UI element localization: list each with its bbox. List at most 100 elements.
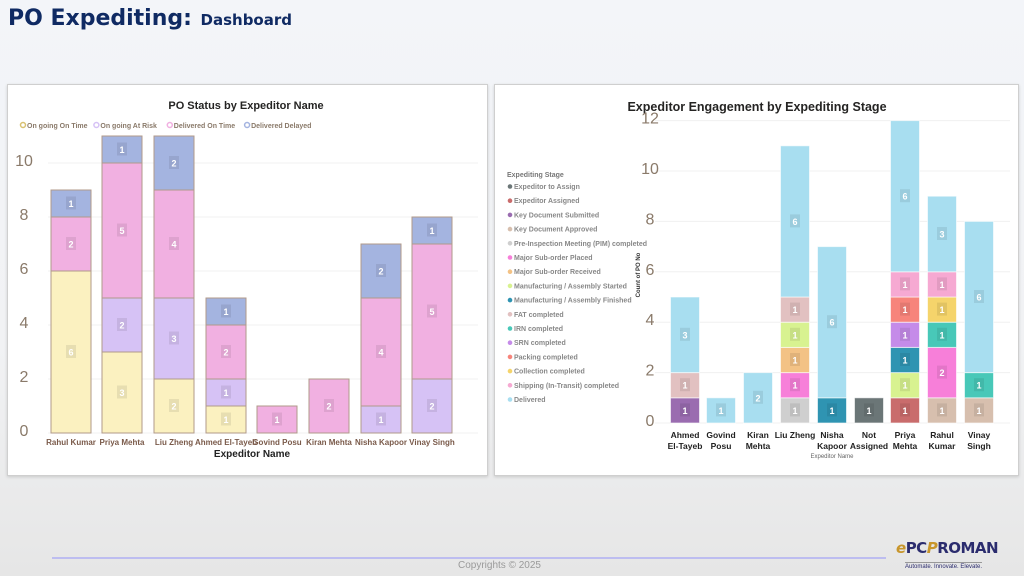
- bar-segment: [153, 189, 195, 299]
- bar-segment: [780, 296, 810, 323]
- legend-title: Expediting Stage: [507, 172, 564, 179]
- data-label-bg: [790, 403, 800, 417]
- x-tick-label: Govind: [706, 430, 735, 440]
- legend-marker-icon: [507, 241, 513, 246]
- bar-segment: [743, 372, 773, 424]
- data-label: 3: [939, 230, 944, 240]
- data-label: 4: [378, 348, 383, 358]
- bar-segment: [50, 189, 92, 218]
- bar-segment: [927, 346, 957, 399]
- data-label-bg: [221, 345, 231, 358]
- x-axis-label: Expeditor Name: [810, 454, 854, 460]
- data-label: 2: [326, 402, 331, 412]
- data-label: 2: [68, 240, 73, 250]
- legend-marker-icon: [166, 121, 174, 129]
- data-label: 1: [274, 415, 279, 425]
- data-label-bg: [900, 353, 910, 366]
- y-tick-label: 10: [15, 153, 33, 170]
- x-tick-label: Nisha: [820, 430, 843, 440]
- x-tick-label: Vinay Singh: [409, 438, 455, 447]
- legend-marker-icon: [507, 198, 513, 203]
- data-label-bg: [376, 264, 386, 277]
- chart-title: PO Status by Expeditor Name: [168, 100, 323, 112]
- x-tick-label: Singh: [967, 441, 991, 451]
- legend-item: Major Sub-order Placed: [514, 255, 593, 262]
- data-label-bg: [974, 403, 984, 417]
- data-label: 5: [429, 307, 434, 317]
- y-tick-label: 2: [20, 369, 29, 386]
- data-label-bg: [716, 403, 726, 417]
- data-label-bg: [900, 277, 910, 291]
- data-label: 1: [939, 305, 944, 315]
- x-axis-label: Expeditor Name: [214, 449, 291, 460]
- copyright: Copyrights © 2025: [458, 560, 541, 571]
- data-label-bg: [324, 399, 334, 412]
- data-label: 1: [792, 330, 797, 340]
- data-label-bg: [66, 196, 76, 210]
- bar-segment: [780, 372, 810, 399]
- y-tick-label: 0: [646, 413, 655, 430]
- data-label: 6: [829, 318, 834, 328]
- legend-marker-icon: [507, 297, 513, 303]
- data-label-bg: [937, 277, 947, 291]
- legend-marker-icon: [507, 255, 513, 260]
- data-label: 2: [119, 321, 124, 331]
- data-label-bg: [900, 378, 910, 392]
- legend-marker-icon: [507, 340, 513, 345]
- legend-item: Delivered: [514, 397, 546, 404]
- data-label: 1: [939, 280, 944, 290]
- bar-segment: [360, 243, 402, 299]
- data-label: 1: [792, 356, 797, 366]
- bar-segment: [670, 296, 700, 374]
- x-tick-label: Posu: [711, 441, 732, 451]
- x-tick-label: Mehta: [746, 441, 771, 451]
- bar-segment: [927, 195, 957, 273]
- legend-item: Manufacturing / Assembly Started: [514, 283, 627, 290]
- data-label-bg: [790, 378, 800, 392]
- legend-marker-icon: [93, 121, 100, 129]
- x-tick-label: El-Tayeb: [668, 441, 703, 451]
- data-label-bg: [937, 302, 947, 316]
- bar-segment: [308, 378, 350, 434]
- bar-segment: [890, 372, 920, 399]
- data-label-bg: [117, 318, 127, 331]
- legend-item: Major Sub-order Received: [514, 269, 601, 276]
- po-status-chart: PO Status by Expeditor Name 0 2 4 6 8 10 6 2 1 Rah…: [15, 100, 478, 460]
- bar-segment: [101, 351, 143, 434]
- data-label-bg: [827, 315, 837, 329]
- bar-segment: [50, 216, 92, 272]
- legend-item: On going At Risk: [100, 123, 157, 130]
- data-label: 1: [223, 307, 228, 317]
- bar-segment: [780, 346, 810, 374]
- data-label-bg: [937, 327, 947, 341]
- bar-segment: [964, 372, 994, 399]
- y-tick-label: 4: [20, 315, 29, 332]
- bar-segment: [205, 297, 247, 326]
- x-tick-label: Kiran: [747, 430, 769, 440]
- data-label: 1: [429, 226, 434, 236]
- x-tick-label: Liu Zheng: [775, 430, 816, 440]
- x-tick-label: Nisha Kapoor: [355, 438, 407, 447]
- data-label-bg: [900, 327, 910, 341]
- y-axis-label: Count of PO No: [636, 252, 642, 297]
- y-tick-label: 4: [646, 312, 655, 329]
- x-tick-label: Vinay: [968, 430, 991, 440]
- data-label-bg: [790, 353, 800, 366]
- bar-segment: [780, 397, 810, 424]
- data-label: 1: [902, 406, 907, 416]
- data-label-bg: [900, 189, 910, 203]
- data-label-bg: [427, 223, 437, 237]
- x-tick-label: Kumar: [929, 441, 957, 451]
- bar-segment: [101, 297, 143, 353]
- data-label: 1: [792, 406, 797, 416]
- data-label: 2: [378, 267, 383, 277]
- legend-item: Packing completed: [514, 354, 578, 361]
- legend-item: Delivered Delayed: [251, 123, 311, 130]
- data-label-bg: [376, 345, 386, 358]
- data-label: 1: [902, 381, 907, 391]
- data-label: 1: [902, 280, 907, 290]
- data-label-bg: [680, 403, 690, 417]
- data-label-bg: [790, 327, 800, 341]
- bar-segment: [780, 145, 810, 298]
- legend-item: Manufacturing / Assembly Finished: [514, 298, 632, 305]
